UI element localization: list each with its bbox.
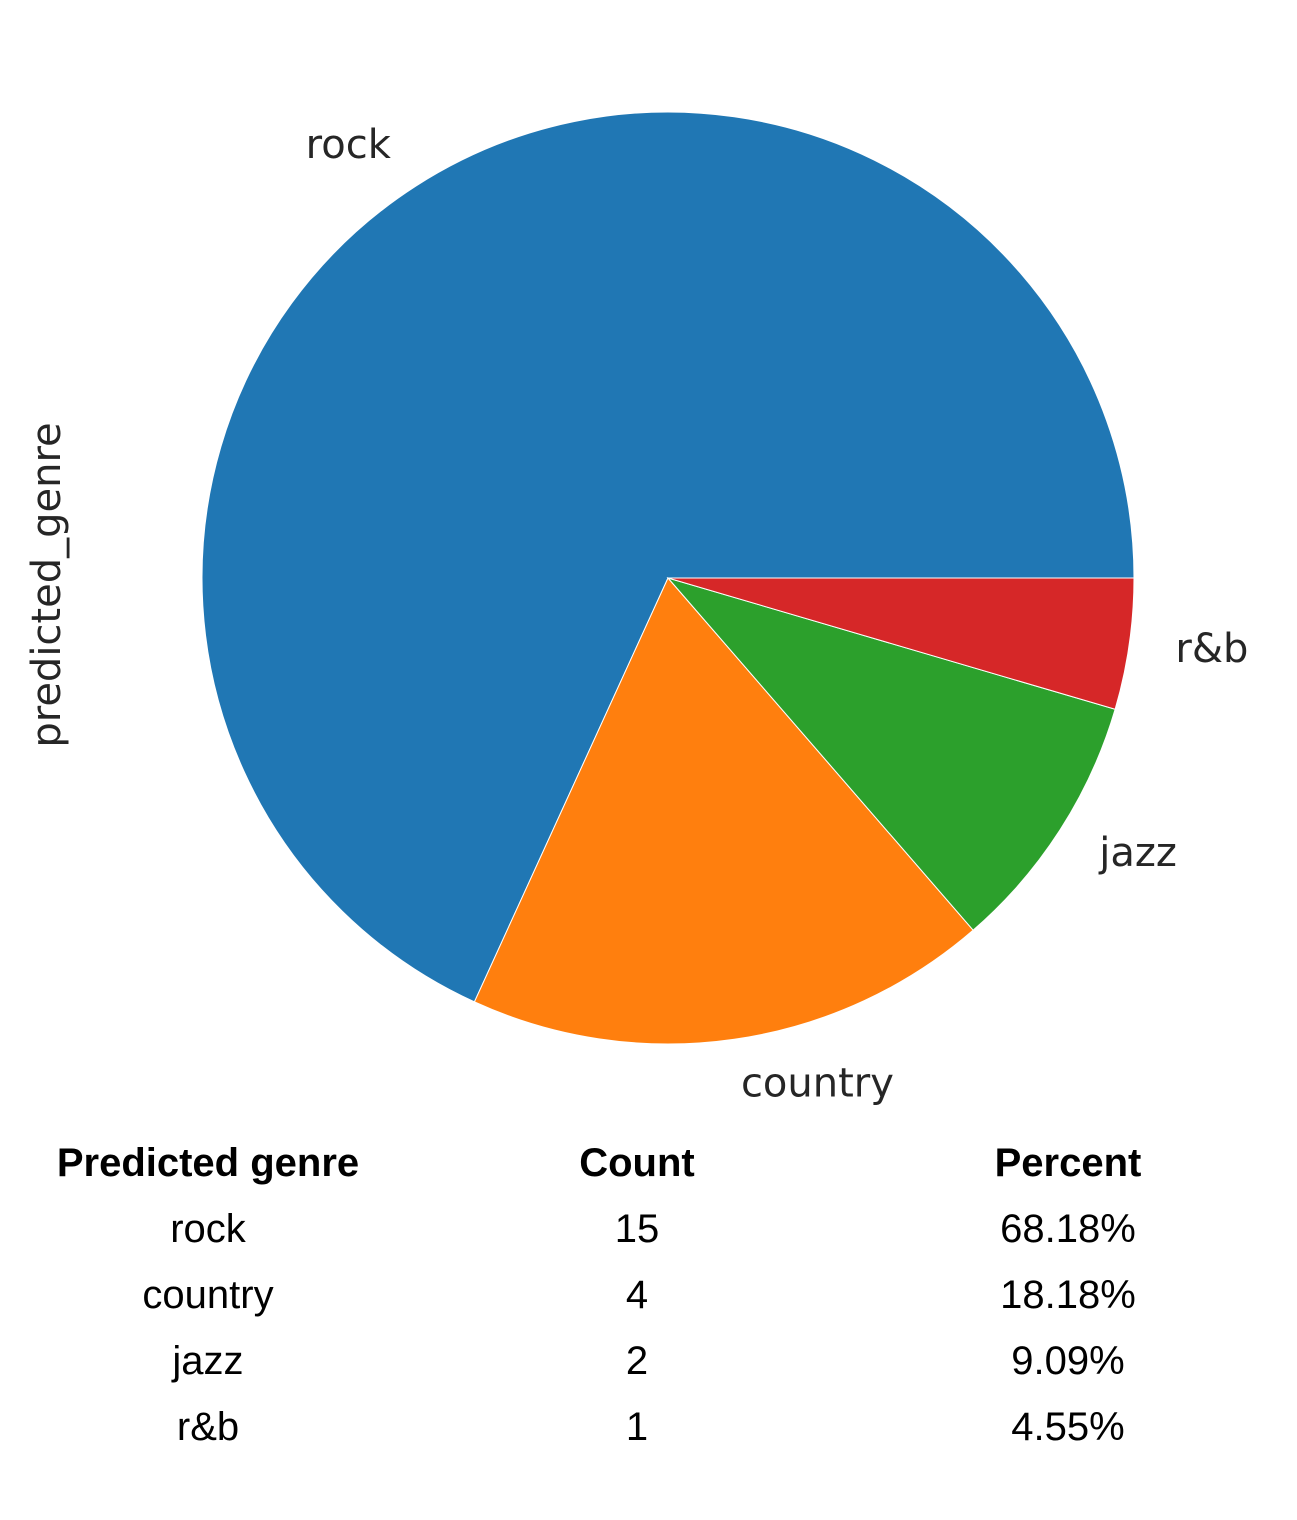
header-count: Count — [579, 1141, 695, 1185]
pie-slice-rb — [667, 577, 1135, 710]
pie-labels: rock country jazz r&b — [306, 122, 1249, 1107]
pie-label-rb: r&b — [1175, 626, 1248, 672]
table-row: r&b 1 4.55% — [0, 1394, 1297, 1460]
pie-slice-country — [473, 577, 974, 1045]
pie-label-country: country — [741, 1060, 894, 1106]
pie-chart: rock country jazz r&b predicted_genre — [24, 111, 1249, 1107]
table-cell-count: 2 — [625, 1339, 649, 1383]
table-cell-percent: 68.18% — [1000, 1207, 1136, 1251]
table-header-row: Predicted genre Count Percent — [0, 1130, 1297, 1196]
table-row: rock 15 68.18% — [0, 1196, 1297, 1262]
y-axis-label: predicted_genre — [24, 422, 70, 747]
table-cell-genre: rock — [170, 1207, 246, 1251]
table-cell-count: 1 — [625, 1405, 649, 1449]
table-row: jazz 2 9.09% — [0, 1328, 1297, 1394]
table-cell-percent: 4.55% — [1011, 1405, 1125, 1449]
pie-slices — [201, 111, 1135, 1045]
header-predicted-genre: Predicted genre — [56, 1141, 360, 1185]
table-cell-genre: r&b — [176, 1405, 240, 1449]
table-cell-count: 15 — [614, 1207, 660, 1251]
table-cell-count: 4 — [625, 1273, 649, 1317]
pie-slice-rock — [201, 111, 1135, 1003]
table-cell-percent: 18.18% — [1000, 1273, 1136, 1317]
table-cell-genre: jazz — [172, 1339, 244, 1383]
header-percent: Percent — [994, 1141, 1142, 1185]
pie-label-jazz: jazz — [1098, 830, 1177, 876]
pie-label-rock: rock — [306, 122, 392, 168]
table-cell-percent: 9.09% — [1011, 1339, 1125, 1383]
pie-slice-jazz — [666, 577, 1116, 931]
table-row: country 4 18.18% — [0, 1262, 1297, 1328]
table-cell-genre: country — [142, 1273, 274, 1317]
pie-chart-svg: rock country jazz r&b predicted_genre — [24, 111, 1249, 1107]
